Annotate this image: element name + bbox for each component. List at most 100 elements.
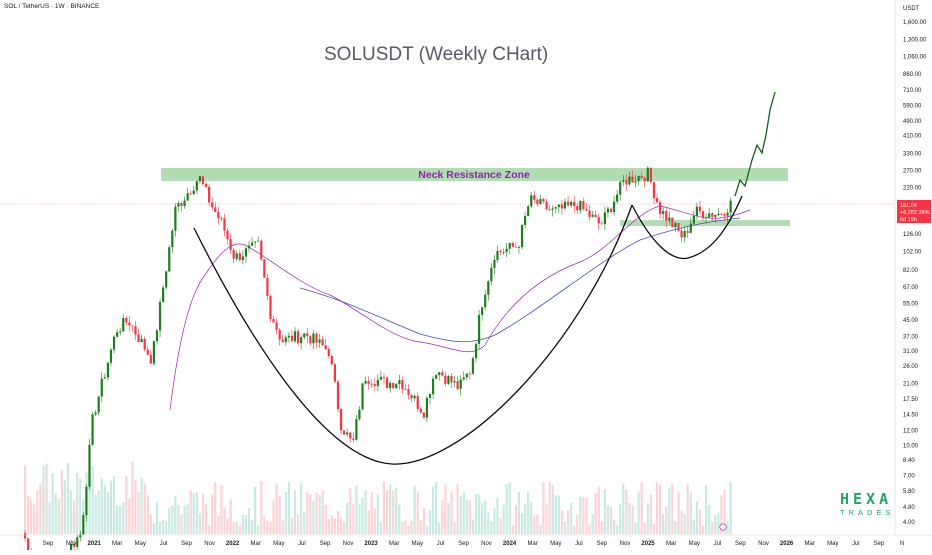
volume-bar [570,502,573,534]
volume-bar [563,521,567,534]
volume-bar [392,490,395,534]
candle-body [91,414,94,445]
neck-resistance-zone[interactable] [161,168,788,181]
volume-bar [643,522,646,534]
volume-bar [281,520,284,534]
candle-body [431,378,435,395]
candle-body [560,204,564,209]
candle-body [407,389,410,396]
volume-bar [447,503,450,534]
candle-body [609,208,613,212]
candle-body [122,317,125,332]
volume-bar [600,521,603,534]
candle-body [570,201,573,206]
candle-body [398,380,401,384]
volume-bar [358,504,361,534]
y-tick-label: 270.00 [903,169,922,175]
candle-body [511,242,514,247]
x-tick-label: Nov [481,541,492,547]
candle-body [701,211,705,219]
candle-body [468,373,471,375]
price-tag-change: +6,282.28% [900,210,930,216]
volume-bar [229,499,232,534]
volume-bar [91,466,94,534]
volume-bar [729,481,732,534]
candle-body [140,338,143,342]
event-marker[interactable] [719,523,727,531]
volume-bar [134,480,137,534]
volume-bar [297,514,300,534]
candle-body [576,206,579,211]
x-tick-label: Jul [298,541,306,547]
x-tick-label: May [827,541,838,547]
candle-body [358,409,361,420]
y-tick-label: 21.00 [903,382,919,388]
candle-body [303,333,306,338]
time-axis[interactable]: Sep Nov 2021 Mar May Jul Sep Nov 2022 Mar May Jul Se… [0,534,932,547]
volume-bar [278,496,281,534]
candle-body [508,242,511,249]
volume-bar [554,495,557,534]
y-tick-label: 55.00 [903,301,919,307]
volume-bar [204,503,208,534]
volume-bar [223,507,226,534]
price-tag-countdown: 6d 16h [900,217,917,223]
candle-body [238,253,241,261]
volume-bar [649,494,652,534]
candle-body [542,199,545,202]
volume-bar [119,505,122,534]
candle-body [229,239,232,250]
price-axis[interactable]: USDT 4.00 4.80 5.80 7.00 8.40 10.00 12.00 14.50… [894,0,927,535]
volume-bar [597,486,600,534]
candle-body [204,183,208,188]
volume-bar [88,467,91,534]
candle-body [198,176,202,182]
candle-body [321,339,324,346]
candle-body [616,194,619,202]
candle-body [484,294,487,308]
volume-bar [450,491,453,534]
candle-body [174,206,177,231]
volume-bar [683,514,686,534]
x-tick-label: Mar [251,541,261,547]
volume-bar [493,507,496,534]
volume-bar [312,500,315,534]
volume-bar [665,506,668,534]
candle-body [419,408,422,413]
candle-body [554,207,557,209]
candle-body [416,395,419,409]
candle-body [76,537,79,547]
event-circle-icon[interactable] [719,523,727,531]
candle-body [582,201,585,210]
candle-body [625,180,628,185]
volume-bar [616,525,619,534]
volume-bar [686,484,689,534]
candle-body [459,379,462,389]
candle-body [456,381,459,389]
volume-bar [714,515,717,534]
y-tick-label: 126.00 [903,232,922,238]
zone-label: Neck Resistance Zone [418,169,530,181]
candle-body [499,251,502,253]
candle-body [272,318,275,323]
candle-body [517,247,521,248]
x-tick-label: Sep [874,541,885,547]
candle-body [379,377,383,380]
volume-bar [527,491,530,534]
candle-body [183,200,186,206]
candle-body [143,338,146,350]
volume-bar [382,481,386,534]
volume-bar [551,484,554,534]
volume-bar [42,466,45,534]
candle-body [505,248,508,252]
y-tick-label: 5.80 [903,489,915,495]
volume-bar [106,492,109,534]
candle-body [708,213,711,218]
volume-bar [263,515,266,534]
y-tick-label: 220.00 [903,186,922,192]
candle-body [646,167,649,182]
volume-bar [530,501,533,534]
logo-bottom-text: TRADES [840,508,895,517]
